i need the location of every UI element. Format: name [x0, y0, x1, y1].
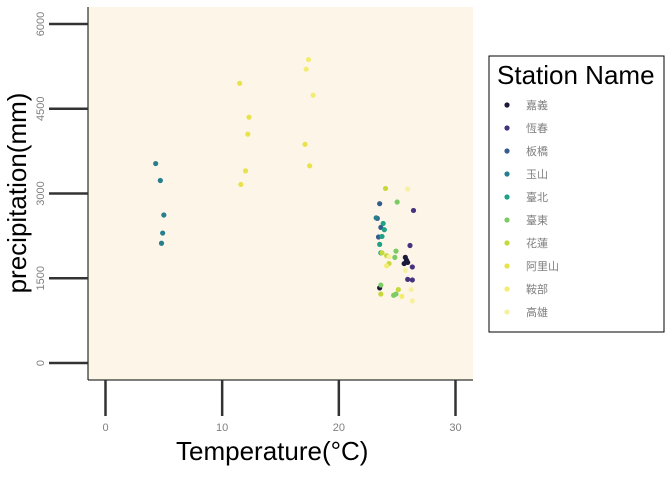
- y-tick-label: 6000: [35, 12, 47, 36]
- data-point: [157, 177, 163, 184]
- x-tick-label: 10: [216, 422, 228, 434]
- data-point: [158, 240, 165, 246]
- data-point: [238, 181, 244, 188]
- data-point: [393, 248, 399, 254]
- legend-marker: [504, 240, 510, 246]
- y-axis-title: precipitation(mm): [2, 93, 32, 294]
- legend-marker: [504, 309, 510, 315]
- data-point: [237, 80, 243, 86]
- data-point: [409, 277, 415, 283]
- data-point: [246, 114, 252, 120]
- legend-label: 鞍部: [526, 282, 548, 296]
- x-axis-title-unit: (°C): [322, 436, 369, 466]
- data-point: [303, 66, 309, 72]
- data-point: [381, 227, 387, 233]
- legend-label: 高雄: [526, 305, 548, 319]
- legend-marker: [504, 194, 510, 200]
- legend-marker: [504, 102, 510, 108]
- data-point: [407, 242, 413, 249]
- legend-marker: [504, 217, 510, 223]
- data-points: [153, 56, 417, 304]
- data-point: [386, 254, 392, 260]
- y-tick-label: 0: [35, 360, 47, 366]
- data-point: [373, 215, 379, 221]
- data-point: [377, 201, 383, 207]
- data-point: [242, 168, 249, 174]
- x-axis-title: Temperature(°C): [176, 436, 368, 466]
- x-axis-title-text: Temperature: [176, 436, 322, 466]
- x-tick-label: 20: [333, 422, 345, 434]
- data-point: [395, 286, 401, 293]
- data-point: [377, 241, 383, 247]
- data-point: [405, 186, 411, 192]
- data-point: [153, 160, 159, 167]
- legend-label: 玉山: [526, 168, 548, 181]
- data-point: [394, 199, 400, 205]
- legend-title: Station Name: [497, 60, 655, 90]
- y-axis-ticks: 0 1500 3000 4500 6000: [35, 12, 88, 366]
- data-point: [393, 291, 399, 297]
- data-point: [378, 282, 384, 288]
- legend-label: 花蓮: [526, 236, 548, 250]
- data-point: [302, 141, 308, 147]
- data-point: [409, 298, 415, 304]
- legend-box: [488, 55, 665, 333]
- data-point: [410, 207, 417, 214]
- data-point: [305, 56, 312, 63]
- legend-marker: [504, 286, 510, 292]
- data-point: [382, 185, 389, 192]
- data-point: [405, 276, 411, 283]
- x-tick-label: 30: [449, 422, 461, 434]
- data-point: [310, 92, 316, 98]
- legend-label: 板橋: [526, 144, 548, 158]
- data-point: [379, 233, 385, 240]
- data-point: [409, 264, 415, 270]
- data-point: [380, 220, 386, 227]
- data-point: [392, 254, 398, 260]
- legend-label: 臺東: [526, 213, 548, 227]
- legend-label: 恆春: [526, 121, 548, 135]
- y-tick-label: 4500: [35, 96, 47, 120]
- data-point: [307, 163, 313, 169]
- plot-panel: [88, 7, 473, 380]
- data-point: [161, 212, 167, 218]
- y-tick-label: 1500: [35, 266, 47, 290]
- legend-marker: [504, 148, 510, 154]
- legend-label: 阿里山: [526, 260, 559, 273]
- legend-marker: [504, 263, 510, 269]
- data-point: [401, 260, 407, 267]
- data-point: [379, 250, 385, 256]
- data-point: [402, 267, 408, 273]
- data-point: [245, 131, 251, 137]
- y-tick-label: 3000: [35, 181, 47, 205]
- legend-marker: [504, 125, 510, 131]
- data-point: [384, 263, 390, 269]
- legend-label: 臺北: [526, 190, 548, 204]
- data-point: [378, 291, 384, 297]
- data-point: [160, 230, 166, 236]
- data-point: [408, 286, 414, 293]
- legend-marker: [504, 171, 510, 177]
- x-axis-ticks: 0 10 20 30: [102, 380, 462, 434]
- data-point: [399, 293, 405, 299]
- legend-label: 嘉義: [526, 98, 548, 112]
- x-tick-label: 0: [102, 422, 108, 434]
